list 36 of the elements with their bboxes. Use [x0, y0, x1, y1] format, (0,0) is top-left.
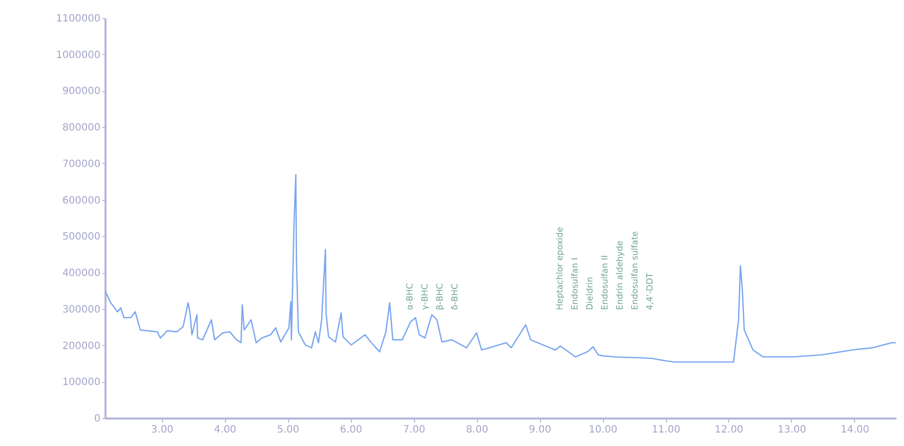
y-tick-label: 100000: [62, 377, 100, 388]
annotation: Endosulfan sulfate: [630, 231, 641, 310]
x-tick-label: 10.00: [588, 424, 618, 436]
y-tick-label: 600000: [62, 195, 100, 206]
annotation: Endrin aldehyde: [616, 240, 626, 310]
y-tick-label: 1000000: [56, 50, 100, 61]
y-tick-label: 200000: [62, 340, 100, 352]
annotation: Dieldrin: [586, 276, 596, 310]
x-tick-label: 13.00: [778, 424, 806, 436]
line-series: [104, 174, 896, 363]
x-tick-label: 7.00: [402, 424, 426, 436]
x-tick-label: 9.00: [528, 424, 552, 436]
y-tick-label: 0: [94, 414, 100, 424]
annotation: δ-BHC: [450, 284, 461, 310]
x-tick-label: 4.00: [214, 424, 236, 436]
annotation: Heptachlor epoxide: [556, 227, 566, 310]
y-tick-label: 700000: [62, 158, 100, 170]
y-tick-label: 900000: [62, 86, 100, 98]
y-tick-label: 300000: [62, 304, 100, 316]
x-tick-label: 14.00: [840, 424, 870, 436]
y-tick-label: 400000: [62, 268, 100, 280]
x-tick-label: 11.00: [652, 424, 680, 436]
x-tick-label: 3.00: [151, 424, 174, 436]
annotation: 4,4'-DDT: [646, 272, 656, 310]
annotation: Endosulfan I: [570, 258, 581, 310]
annotation: Endosulfan II: [600, 255, 611, 310]
x-tick-label: 5.00: [277, 424, 300, 436]
y-tick-label: 1100000: [56, 14, 100, 24]
x-tick-label: 12.00: [714, 424, 744, 436]
y-tick-label: 800000: [62, 122, 100, 134]
annotation: γ-BHC: [420, 284, 431, 310]
x-tick-label: 6.00: [340, 424, 362, 436]
annotation: α-BHC: [406, 283, 416, 310]
y-tick-label: 500000: [62, 232, 100, 243]
x-tick-label: 8.00: [466, 424, 488, 436]
annotation: β-BHC: [436, 283, 446, 310]
